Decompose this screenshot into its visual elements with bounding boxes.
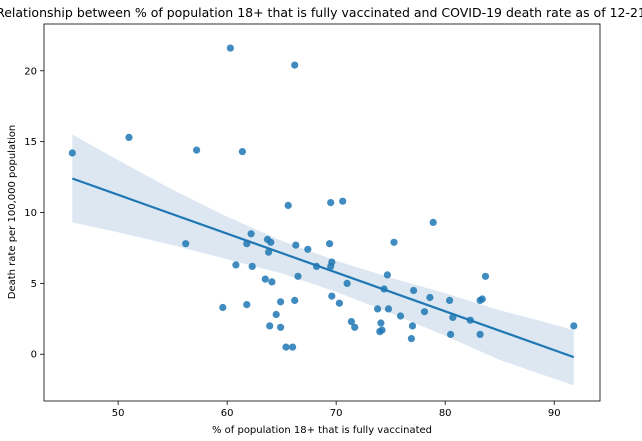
- data-point: [478, 295, 486, 303]
- data-point: [238, 148, 246, 156]
- data-point: [193, 146, 201, 154]
- data-point: [328, 292, 336, 300]
- data-point: [248, 262, 256, 270]
- data-point: [347, 318, 355, 326]
- data-point: [326, 240, 334, 248]
- data-point: [277, 298, 285, 306]
- data-point: [267, 238, 275, 246]
- data-point: [335, 299, 343, 307]
- data-point: [339, 197, 347, 205]
- data-point: [384, 305, 393, 313]
- data-point: [429, 218, 437, 226]
- y-tick-label: 5: [31, 279, 37, 290]
- data-point: [68, 149, 76, 157]
- data-point: [282, 343, 290, 351]
- data-point: [446, 296, 454, 304]
- data-point: [343, 279, 351, 287]
- data-point: [261, 275, 269, 283]
- data-point: [374, 305, 382, 313]
- data-point: [304, 245, 312, 253]
- y-axis: 0 5 10 15 20: [24, 66, 44, 361]
- data-point: [289, 343, 297, 351]
- y-axis-label: Death rate per 100,000 population: [7, 125, 18, 299]
- data-point: [410, 286, 418, 295]
- data-point: [265, 248, 273, 256]
- data-point: [476, 330, 484, 338]
- data-point: [420, 308, 429, 316]
- data-point: [447, 330, 455, 338]
- data-point: [570, 322, 578, 330]
- data-point: [272, 310, 280, 319]
- data-point: [226, 44, 234, 52]
- x-tick-label: 80: [439, 408, 452, 419]
- data-point: [284, 201, 292, 209]
- data-point: [277, 323, 285, 331]
- data-point: [125, 133, 133, 141]
- x-axis-label: % of population 18+ that is fully vaccin…: [212, 425, 432, 436]
- confidence-band: [72, 134, 574, 386]
- data-point: [378, 326, 386, 334]
- y-tick-label: 20: [24, 66, 37, 77]
- data-point: [247, 230, 255, 238]
- data-point: [481, 272, 490, 280]
- data-point: [351, 323, 359, 331]
- points-layer: [68, 44, 578, 351]
- data-point: [243, 301, 251, 309]
- x-axis: 50 60 70 80 90: [112, 401, 561, 419]
- data-point: [266, 322, 274, 330]
- data-point: [232, 261, 240, 269]
- chart-title: Relationship between % of population 18+…: [0, 5, 642, 20]
- data-point: [383, 271, 391, 279]
- x-tick-label: 90: [548, 408, 561, 419]
- data-point: [182, 240, 190, 248]
- x-tick-label: 50: [112, 408, 125, 419]
- x-tick-label: 60: [221, 408, 234, 419]
- data-point: [396, 312, 405, 320]
- data-point: [292, 241, 300, 249]
- data-point: [407, 335, 415, 343]
- y-tick-label: 0: [31, 350, 37, 361]
- data-point: [328, 258, 336, 266]
- y-tick-label: 15: [24, 137, 37, 148]
- data-point: [291, 61, 299, 69]
- x-tick-label: 70: [330, 408, 343, 419]
- data-point: [219, 303, 227, 312]
- data-point: [291, 296, 299, 304]
- confidence-band-layer: [72, 134, 574, 386]
- data-point: [390, 238, 398, 246]
- data-point: [408, 322, 417, 330]
- data-point: [377, 319, 385, 327]
- regression-line: [71, 177, 575, 359]
- data-point: [327, 199, 335, 207]
- data-point: [294, 272, 302, 280]
- data-point: [268, 278, 276, 286]
- y-tick-label: 10: [24, 208, 37, 219]
- regression-line-layer: [71, 177, 575, 359]
- data-point: [426, 293, 434, 302]
